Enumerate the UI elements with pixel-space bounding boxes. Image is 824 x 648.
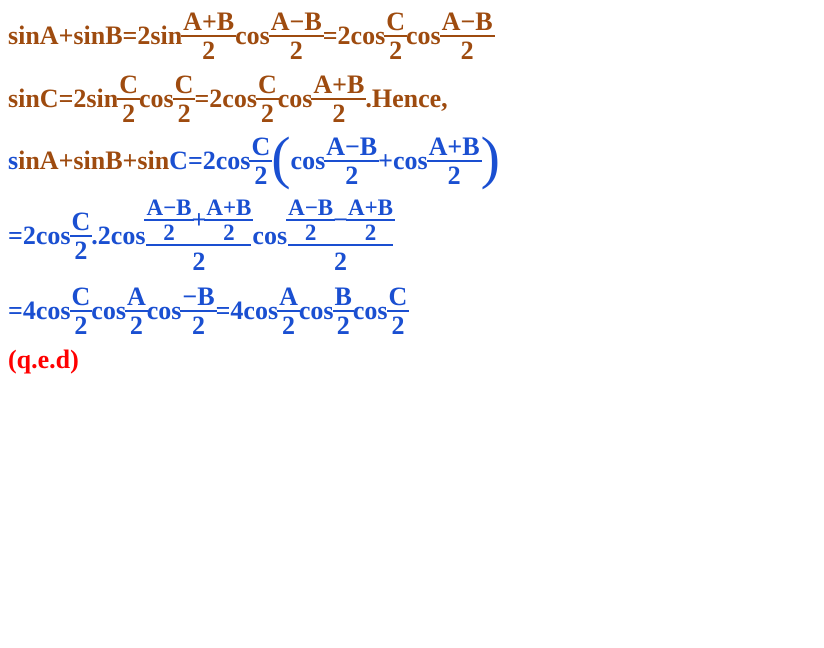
text: cos — [353, 296, 388, 326]
fraction: A−B 2 — [271, 8, 322, 65]
fraction: C 2 — [389, 283, 408, 340]
text: 4 — [23, 296, 36, 326]
text: = — [194, 84, 209, 114]
text: cos — [36, 296, 71, 326]
text: cos — [252, 221, 287, 251]
text: sin — [150, 21, 182, 51]
text: 2 — [209, 84, 222, 114]
fraction: −B 2 — [182, 283, 214, 340]
text: cos — [406, 21, 441, 51]
equation-line-3: s inA+sinB+sin C= 2 cos C 2 ( cos A−B 2 … — [8, 133, 816, 190]
sub-fraction: A−B 2 — [288, 196, 333, 244]
text: cos — [91, 296, 126, 326]
fraction: C 2 — [258, 71, 277, 128]
text: sin — [86, 84, 118, 114]
fraction: A−B 2 — [442, 8, 493, 65]
text: 4 — [230, 296, 243, 326]
complex-fraction: A−B 2 − A+B 2 2 — [288, 196, 393, 277]
text: sinC= — [8, 84, 73, 114]
text: cos — [278, 84, 313, 114]
text: = — [8, 221, 23, 251]
text: cos — [216, 146, 251, 176]
text: = — [8, 296, 23, 326]
right-paren: ) — [481, 138, 500, 179]
fraction: C 2 — [251, 133, 270, 190]
qed-text: (q.e.d) — [8, 345, 79, 375]
text: cos — [299, 296, 334, 326]
fraction: C 2 — [175, 71, 194, 128]
equation-line-2: sinC= 2 sin C 2 cos C 2 = 2 cos C 2 cos … — [8, 71, 816, 128]
text: cos — [222, 84, 257, 114]
text: 2 — [23, 221, 36, 251]
text: 2 — [73, 84, 86, 114]
text: sinA+sinB= — [8, 21, 137, 51]
text: 2 — [137, 21, 150, 51]
qed-line: (q.e.d) — [8, 345, 816, 375]
text: cos — [291, 146, 326, 176]
fraction: C 2 — [119, 71, 138, 128]
sub-fraction: A−B 2 — [146, 196, 191, 244]
text: cos — [243, 296, 278, 326]
sub-fraction: A+B 2 — [206, 196, 251, 244]
fraction: C 2 — [72, 208, 91, 265]
fraction: B 2 — [335, 283, 352, 340]
equation-line-4: = 2 cos C 2 .2 cos A−B 2 + A+B 2 2 cos A… — [8, 196, 816, 277]
text: = — [323, 21, 338, 51]
text: cos — [235, 21, 270, 51]
equation-line-5: = 4 cos C 2 cos A 2 cos −B 2 = 4 cos A 2… — [8, 283, 816, 340]
fraction: A 2 — [127, 283, 146, 340]
text: 2 — [203, 146, 216, 176]
text: cos — [36, 221, 71, 251]
equation-line-1: sinA+sinB= 2 sin A+B 2 cos A−B 2 = 2 cos… — [8, 8, 816, 65]
text: cos — [393, 146, 428, 176]
fraction: C 2 — [72, 283, 91, 340]
complex-fraction: A−B 2 + A+B 2 2 — [146, 196, 251, 277]
left-paren: ( — [271, 138, 290, 179]
text: inA+sinB+sin — [18, 146, 169, 176]
fraction: C 2 — [386, 8, 405, 65]
text: .2 — [91, 221, 111, 251]
text: cos — [351, 21, 386, 51]
text: cos — [139, 84, 174, 114]
text: C= — [169, 146, 203, 176]
fraction: A+B 2 — [429, 133, 480, 190]
text: .Hence, — [365, 84, 447, 114]
sub-fraction: A+B 2 — [348, 196, 393, 244]
text: = — [216, 296, 231, 326]
text: s — [8, 146, 18, 176]
text: cos — [111, 221, 146, 251]
text: 2 — [338, 21, 351, 51]
fraction: A−B 2 — [326, 133, 377, 190]
fraction: A 2 — [279, 283, 298, 340]
fraction: A+B 2 — [183, 8, 234, 65]
text: cos — [147, 296, 182, 326]
fraction: A+B 2 — [313, 71, 364, 128]
text: + — [378, 146, 393, 176]
